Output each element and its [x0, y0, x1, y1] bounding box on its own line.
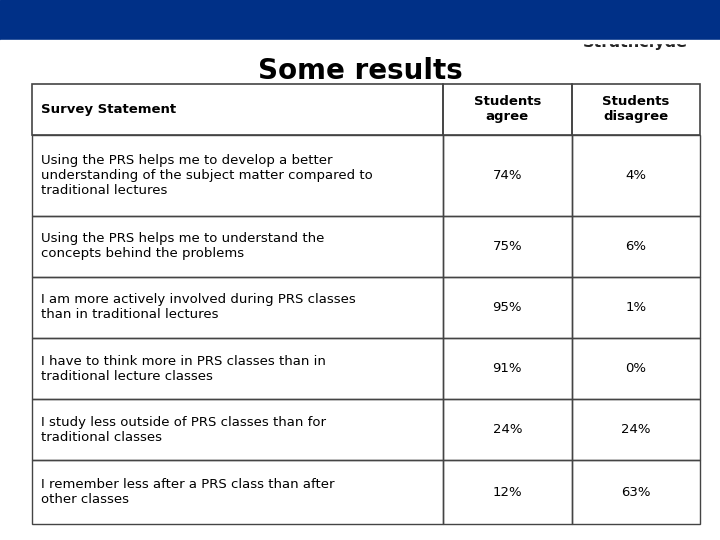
- Text: 24%: 24%: [492, 423, 522, 436]
- Text: I study less outside of PRS classes than for
traditional classes: I study less outside of PRS classes than…: [41, 416, 326, 444]
- Text: 95%: 95%: [492, 301, 522, 314]
- Text: I remember less after a PRS class than after
other classes: I remember less after a PRS class than a…: [41, 478, 335, 506]
- Text: Strathclyde: Strathclyde: [582, 35, 688, 50]
- Text: 63%: 63%: [621, 485, 650, 498]
- Text: 4%: 4%: [625, 169, 647, 182]
- Text: 91%: 91%: [492, 362, 522, 375]
- Text: 1%: 1%: [625, 301, 647, 314]
- Text: 0%: 0%: [625, 362, 647, 375]
- Text: Using the PRS helps me to develop a better
understanding of the subject matter c: Using the PRS helps me to develop a bett…: [41, 154, 373, 197]
- Text: 75%: 75%: [492, 240, 522, 253]
- Text: 6%: 6%: [625, 240, 647, 253]
- Text: 24%: 24%: [621, 423, 650, 436]
- Text: 74%: 74%: [492, 169, 522, 182]
- Text: I am more actively involved during PRS classes
than in traditional lectures: I am more actively involved during PRS c…: [41, 293, 356, 321]
- Text: Some results: Some results: [258, 57, 462, 85]
- Text: Using the PRS helps me to understand the
concepts behind the problems: Using the PRS helps me to understand the…: [41, 232, 325, 260]
- Text: University of: University of: [630, 26, 688, 35]
- Text: Students
disagree: Students disagree: [602, 96, 670, 123]
- Text: 12%: 12%: [492, 485, 522, 498]
- Text: I have to think more in PRS classes than in
traditional lecture classes: I have to think more in PRS classes than…: [41, 355, 326, 382]
- Text: Students
agree: Students agree: [474, 96, 541, 123]
- Text: Survey Statement: Survey Statement: [41, 103, 176, 116]
